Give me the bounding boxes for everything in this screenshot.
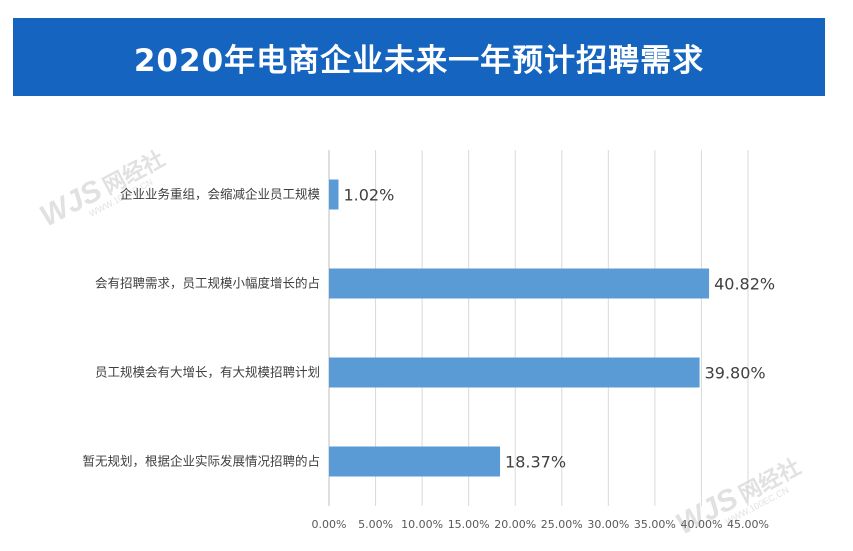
category-label: 暂无规划，根据企业实际发展情况招聘的占 [82, 454, 320, 469]
data-label: 39.80% [705, 364, 766, 383]
x-tick-label: 20.00% [494, 518, 536, 531]
x-tick-label: 35.00% [634, 518, 676, 531]
x-tick-label: 40.00% [680, 518, 722, 531]
data-label: 40.82% [714, 275, 775, 294]
bar [329, 446, 501, 477]
x-tick-label: 0.00% [312, 518, 347, 531]
title-banner: 2020年电商企业未来一年预计招聘需求 [13, 18, 825, 96]
x-tick-label: 30.00% [587, 518, 629, 531]
bar [329, 179, 339, 210]
data-label: 18.37% [505, 453, 566, 472]
data-label: 1.02% [343, 186, 394, 205]
x-tick-label: 25.00% [541, 518, 583, 531]
x-tick-label: 45.00% [727, 518, 769, 531]
category-label: 企业业务重组，会缩减企业员工规模 [120, 187, 321, 202]
x-tick-label: 5.00% [358, 518, 393, 531]
bar [329, 357, 700, 388]
x-tick-label: 10.00% [401, 518, 443, 531]
category-label: 员工规模会有大增长，有大规模招聘计划 [95, 365, 320, 380]
bar [329, 268, 710, 299]
x-tick-label: 15.00% [448, 518, 490, 531]
category-label: 会有招聘需求，员工规模小幅度增长的占 [95, 276, 320, 291]
chart-title: 2020年电商企业未来一年预计招聘需求 [133, 42, 705, 79]
